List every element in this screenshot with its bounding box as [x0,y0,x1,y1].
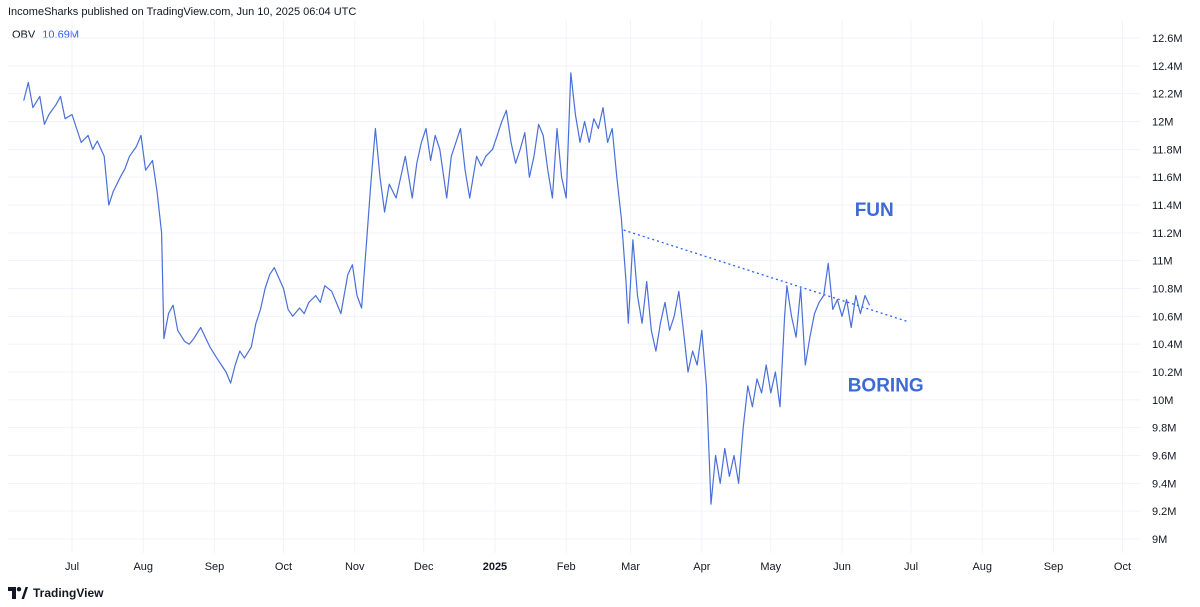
y-tick-label: 10.2M [1152,367,1183,379]
y-tick-label: 11.4M [1152,200,1182,212]
x-axis: Jul Aug Sep Oct Nov Dec 2025 Feb Mar Apr May Jun Jul… [65,561,1131,573]
x-tick-label: Jul [904,561,918,573]
annotation-label: BORING [848,375,924,396]
x-tick-label: Oct [1114,561,1131,573]
tradingview-logo-icon [8,587,28,599]
series-layer [23,72,871,505]
y-tick-label: 11M [1152,256,1173,268]
y-tick-label: 11.6M [1152,172,1182,184]
y-tick-label: 9.8M [1152,423,1176,435]
chart-grid [8,20,1140,553]
x-tick-label: Jul [65,561,79,573]
obv-series-line [23,72,871,505]
y-tick-label: 9M [1152,534,1167,546]
y-tick-label: 12M [1152,117,1173,129]
x-tick-label: Jun [833,561,851,573]
y-tick-label: 10M [1152,395,1173,407]
y-tick-label: 10.6M [1152,311,1183,323]
y-tick-label: 12.4M [1152,61,1183,73]
footer: TradingView [8,586,103,600]
y-tick-label: 10.8M [1152,284,1183,296]
x-tick-label: Feb [557,561,576,573]
x-tick-label: Oct [275,561,292,573]
x-tick-label: Aug [133,561,153,573]
x-tick-label: Aug [972,561,992,573]
y-tick-label: 9.6M [1152,451,1176,463]
y-tick-label: 9.2M [1152,506,1176,518]
x-tick-label: Nov [345,561,365,573]
y-tick-label: 12.2M [1152,89,1183,101]
y-tick-label: 9.4M [1152,478,1176,490]
y-tick-label: 11.2M [1152,228,1182,240]
x-tick-label: Dec [414,561,434,573]
annotation-layer: FUN BORING [848,200,924,396]
y-tick-label: 12.6M [1152,33,1183,45]
y-tick-label: 10.4M [1152,339,1183,351]
y-tick-label: 11.8M [1152,144,1182,156]
annotation-label: FUN [855,200,894,221]
x-tick-label: Sep [205,561,225,573]
footer-brand: TradingView [33,586,104,600]
x-tick-label: May [760,561,781,573]
x-tick-label: Apr [693,561,710,573]
publisher-line: IncomeSharks published on TradingView.co… [8,6,357,18]
x-tick-label: Mar [621,561,640,573]
x-tick-label: 2025 [483,561,507,573]
x-tick-label: Sep [1044,561,1064,573]
y-axis: 9M 9.2M 9.4M 9.6M 9.8M 10M 10.2M 10.4M 10.6M 10.8… [1152,33,1183,546]
